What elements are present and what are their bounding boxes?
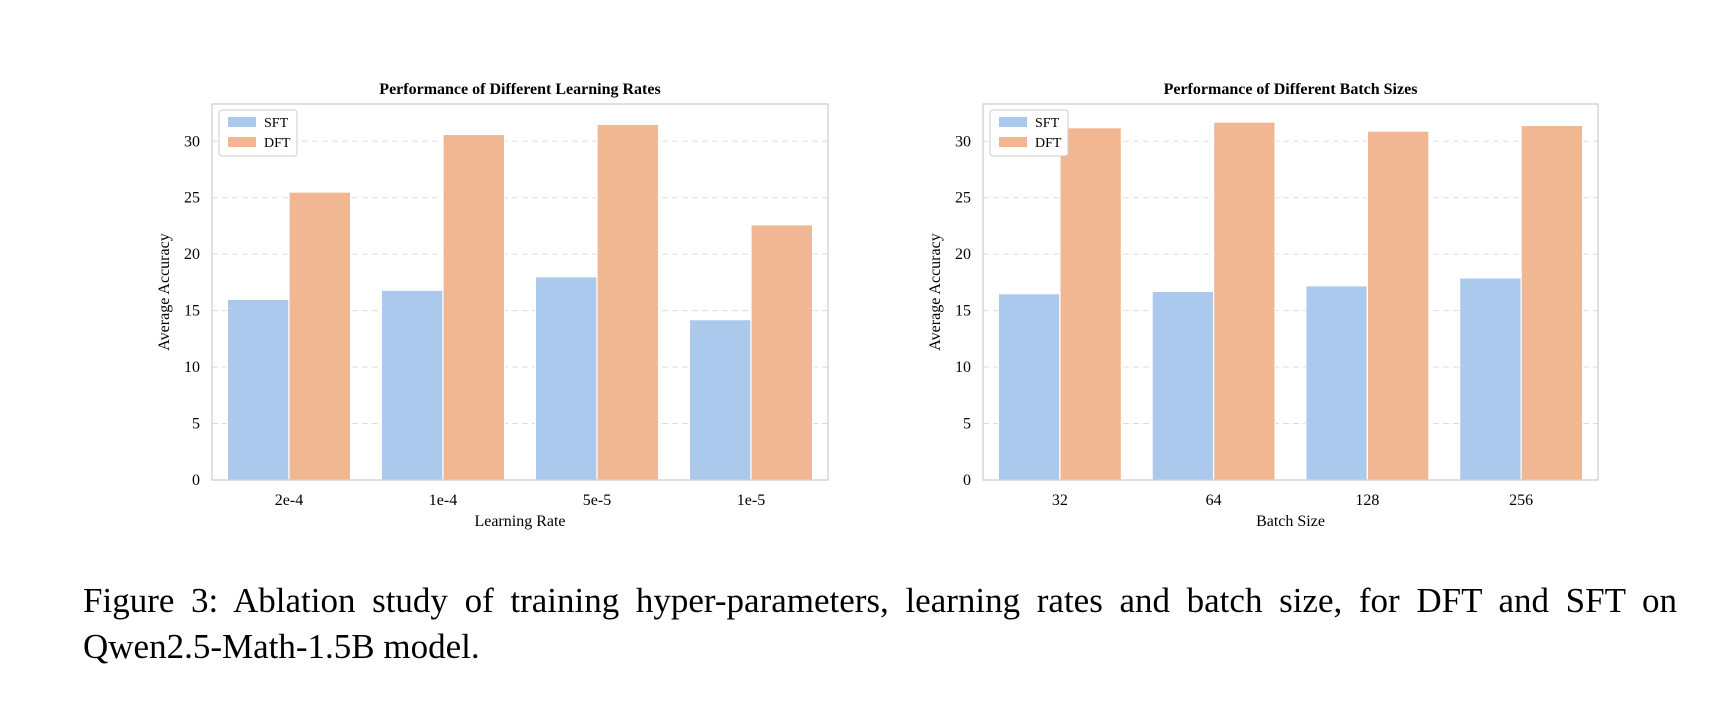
- chart-1: 2e-4 1e-4 5e-5 1e-5 0 5 10 15 20 25 30 Performance …: [156, 81, 829, 530]
- bar-sft-1e-4: [380, 289, 444, 481]
- legend-label-sft: SFT: [264, 116, 289, 131]
- bar-sft-64: [1151, 290, 1215, 481]
- y-tick-label: 20: [184, 246, 200, 263]
- bar-sft-256: [1459, 277, 1522, 481]
- bar-dft-5e-5: [596, 123, 660, 481]
- bar-sft-1e-5: [688, 319, 752, 481]
- y-tick-label: 0: [963, 472, 971, 489]
- bar-dft-128: [1366, 130, 1430, 481]
- y-tick-label: 25: [184, 190, 200, 207]
- y-tick-label: 5: [963, 416, 971, 433]
- y-tick-label: 0: [192, 472, 200, 489]
- y-tick-label: 15: [184, 303, 200, 320]
- bar-sft-32: [997, 293, 1061, 481]
- x-tick-label: 5e-5: [583, 492, 611, 509]
- bar-sft-5e-5: [534, 276, 598, 481]
- plot-frame: [211, 103, 829, 481]
- bar-sft-2e-4: [226, 298, 290, 481]
- x-tick-label: 128: [1355, 492, 1379, 509]
- x-tick-label: 32: [1052, 492, 1068, 509]
- y-axis-label: Average Accuracy: [156, 233, 173, 350]
- legend-label-dft: DFT: [1035, 136, 1062, 151]
- y-tick-label: 5: [192, 416, 200, 433]
- bar-dft-64: [1213, 121, 1276, 481]
- bar-dft-1e-5: [750, 224, 814, 481]
- y-tick-label: 15: [955, 303, 971, 320]
- plot-frame: [982, 103, 1599, 481]
- x-tick-label: 64: [1206, 492, 1222, 509]
- x-tick-label: 2e-4: [275, 492, 303, 509]
- legend-label-sft: SFT: [1035, 116, 1060, 131]
- legend: SFT DFT: [218, 109, 298, 157]
- x-axis-label: Batch Size: [1256, 513, 1325, 530]
- y-tick-label: 30: [955, 133, 971, 150]
- legend-swatch-sft: [228, 117, 256, 127]
- bar-dft-2e-4: [288, 191, 352, 481]
- legend-swatch-dft: [999, 137, 1027, 147]
- chart-title: Performance of Different Batch Sizes: [1164, 81, 1418, 98]
- x-tick-label: 1e-4: [429, 492, 457, 509]
- chart-title: Performance of Different Learning Rates: [379, 81, 660, 98]
- bar-dft-256: [1520, 124, 1584, 481]
- y-tick-label: 25: [955, 190, 971, 207]
- legend: SFT DFT: [989, 109, 1069, 157]
- y-tick-label: 10: [955, 359, 971, 376]
- legend-swatch-sft: [999, 117, 1027, 127]
- legend-label-dft: DFT: [264, 136, 291, 151]
- chart-2: 32 64 128 256 0 5 10 15 20 25 30 Performance of Dif…: [927, 81, 1599, 530]
- figure-caption: Figure 3: Ablation study of training hyp…: [83, 581, 1677, 666]
- bar-dft-1e-4: [442, 133, 506, 481]
- x-axis-label: Learning Rate: [474, 513, 565, 530]
- figure-charts: 2e-4 1e-4 5e-5 1e-5 0 5 10 15 20 25 30 Performance …: [156, 81, 1599, 530]
- x-tick-label: 256: [1509, 492, 1533, 509]
- x-tick-label: 1e-5: [737, 492, 765, 509]
- y-tick-label: 20: [955, 246, 971, 263]
- legend-swatch-dft: [228, 137, 256, 147]
- bar-dft-32: [1059, 127, 1122, 481]
- bar-sft-128: [1305, 285, 1368, 481]
- y-tick-label: 10: [184, 359, 200, 376]
- y-tick-label: 30: [184, 133, 200, 150]
- y-axis-label: Average Accuracy: [927, 233, 944, 350]
